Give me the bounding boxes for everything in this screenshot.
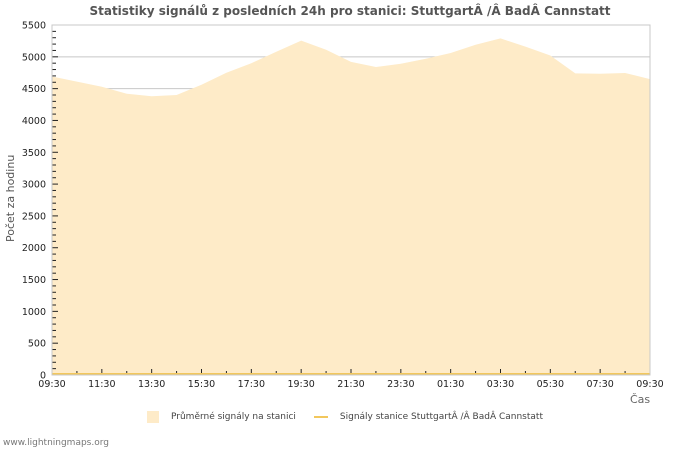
y-tick-label: 1000 (22, 307, 46, 318)
x-tick-label: 13:30 (138, 379, 165, 390)
x-axis-ticks: 09:30 11:30 13:30 15:30 17:30 19:30 21:30 23:30… (38, 369, 664, 390)
legend-item-average[interactable]: Průměrné signály na stanici (171, 412, 296, 422)
legend-swatch-line[interactable] (313, 416, 328, 418)
y-tick-label: 2000 (22, 243, 46, 254)
x-tick-label: 05:30 (537, 379, 564, 390)
x-tick-label: 23:30 (387, 379, 414, 390)
plot-frame (51, 24, 651, 376)
legend-item-station[interactable]: Signály stanice StuttgartÂ /Â BadÂ Canns… (339, 412, 543, 422)
y-tick-label: 2500 (22, 211, 46, 222)
x-tick-label: 21:30 (337, 379, 364, 390)
x-tick-label: 07:30 (586, 379, 613, 390)
y-tick-label: 3000 (22, 180, 46, 191)
x-tick-label: 09:30 (38, 379, 65, 390)
x-tick-label: 01:30 (437, 379, 464, 390)
x-tick-label: 15:30 (188, 379, 215, 390)
y-tick-label: 3500 (22, 148, 46, 159)
y-tick-label: 4500 (22, 84, 46, 95)
x-axis-label: Čas (630, 393, 651, 406)
x-tick-label: 17:30 (238, 379, 265, 390)
x-tick-label: 11:30 (88, 379, 115, 390)
x-tick-label: 09:30 (636, 379, 663, 390)
chart-title: Statistiky signálů z posledních 24h pro … (89, 4, 611, 18)
y-tick-label: 1500 (22, 275, 46, 286)
y-tick-label: 4000 (22, 116, 46, 127)
x-tick-label: 03:30 (487, 379, 514, 390)
y-tick-label: 0 (40, 371, 46, 382)
x-tick-label: 19:30 (287, 379, 314, 390)
legend-swatch-area[interactable] (147, 411, 159, 423)
average-signals-area (52, 38, 650, 376)
footer-link[interactable]: www.lightningmaps.org (3, 438, 109, 448)
y-tick-label: 5500 (22, 21, 46, 32)
y-tick-label: 500 (28, 339, 46, 350)
y-tick-label: 5000 (22, 52, 46, 63)
legend: Průměrné signály na stanici Signály stan… (147, 411, 543, 423)
